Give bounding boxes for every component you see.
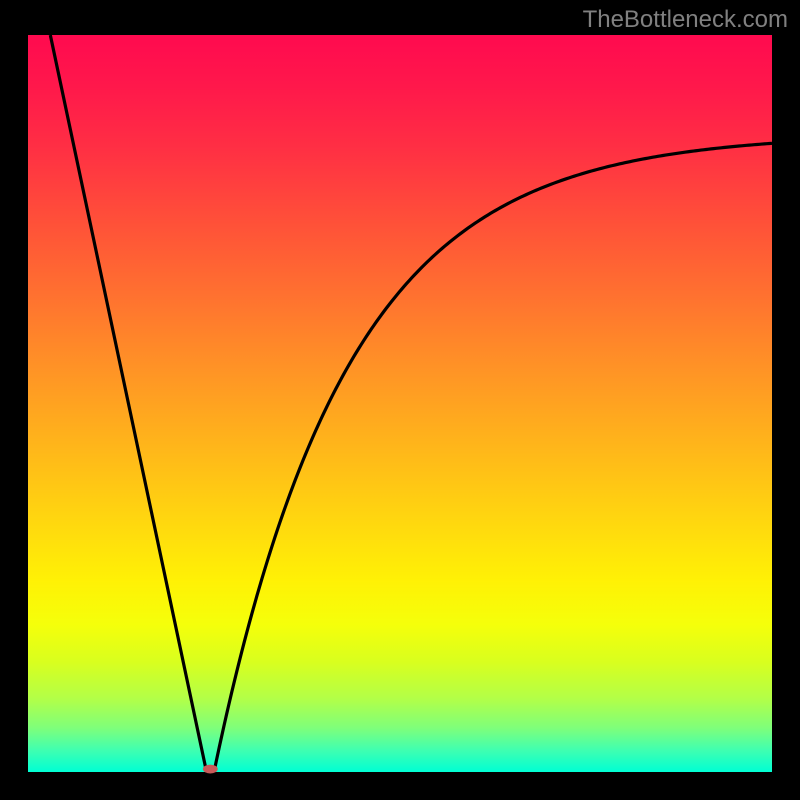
watermark-text: TheBottleneck.com	[583, 6, 788, 34]
bottleneck-chart	[0, 0, 800, 800]
plot-background	[28, 35, 772, 772]
optimal-point-marker	[203, 765, 218, 774]
